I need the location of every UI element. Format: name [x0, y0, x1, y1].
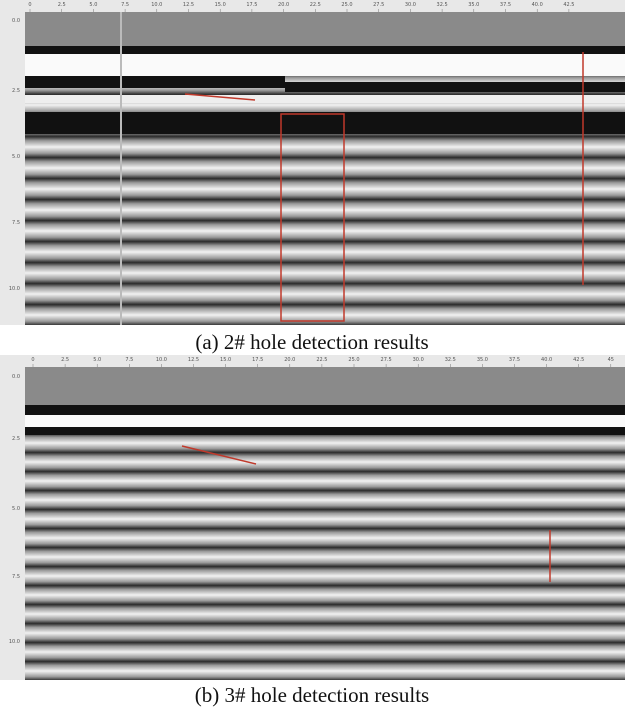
caption: (b) 3# hole detection results: [195, 683, 429, 707]
x-tick-label: 37.5: [509, 357, 520, 363]
x-tick-label: 2.5: [58, 2, 66, 8]
x-tick-label: 27.5: [381, 357, 392, 363]
axis-a: 0 2.5 5.0 7.5 10.0 12.5 15.0 17.5 20.0 22.5 25.0 27…: [9, 2, 575, 292]
radargram-a: [0, 0, 625, 325]
x-tick-label: 12.5: [183, 2, 194, 8]
x-tick-label: 20.0: [278, 2, 289, 8]
y-tick-label: 0.0: [12, 18, 20, 24]
x-tick-label: 15.0: [220, 357, 231, 363]
x-tick-label: 40.0: [532, 2, 543, 8]
x-tick-label: 15.0: [215, 2, 226, 8]
x-tick-label: 32.5: [437, 2, 448, 8]
x-tick-label: 25.0: [348, 357, 359, 363]
y-tick-label: 2.5: [12, 436, 20, 442]
x-tick-label: 22.5: [316, 357, 327, 363]
y-tick-label: 7.5: [12, 220, 20, 226]
y-tick-label: 7.5: [12, 574, 20, 580]
x-tick-label: 22.5: [310, 2, 321, 8]
x-tick-label: 12.5: [188, 357, 199, 363]
radargram-b: [0, 355, 625, 680]
x-tick-label: 45: [608, 357, 614, 363]
x-tick-label: 2.5: [61, 357, 69, 363]
x-tick-label: 5.0: [89, 2, 97, 8]
x-tick-label: 20.0: [284, 357, 295, 363]
x-tick-label: 0: [28, 2, 31, 8]
x-tick-label: 25.0: [341, 2, 352, 8]
y-tick-label: 2.5: [12, 88, 20, 94]
x-tick-label: 0: [31, 357, 34, 363]
x-tick-label: 17.5: [252, 357, 263, 363]
x-tick-label: 30.0: [413, 357, 424, 363]
x-tick-label: 10.0: [156, 357, 167, 363]
y-tick-label: 5.0: [12, 154, 20, 160]
x-tick-label: 42.5: [573, 357, 584, 363]
x-tick-label: 30.0: [405, 2, 416, 8]
x-tick-label: 27.5: [373, 2, 384, 8]
x-tick-label: 7.5: [121, 2, 129, 8]
y-tick-label: 0.0: [12, 374, 20, 380]
x-tick-label: 35.0: [477, 357, 488, 363]
x-tick-label: 5.0: [93, 357, 101, 363]
caption: (a) 2# hole detection results: [195, 330, 428, 354]
x-tick-label: 10.0: [151, 2, 162, 8]
x-tick-label: 40.0: [541, 357, 552, 363]
x-tick-label: 35.0: [468, 2, 479, 8]
x-tick-label: 42.5: [563, 2, 574, 8]
y-tick-label: 5.0: [12, 506, 20, 512]
x-tick-label: 17.5: [246, 2, 257, 8]
x-tick-label: 37.5: [500, 2, 511, 8]
axis-b: 0 2.5 5.0 7.5 10.0 12.5 15.0 17.5 20.0 22.5 25.0 27…: [9, 357, 614, 645]
x-tick-label: 32.5: [445, 357, 456, 363]
x-tick-label: 7.5: [125, 357, 133, 363]
y-tick-label: 10.0: [9, 286, 20, 292]
y-tick-label: 10.0: [9, 639, 20, 645]
